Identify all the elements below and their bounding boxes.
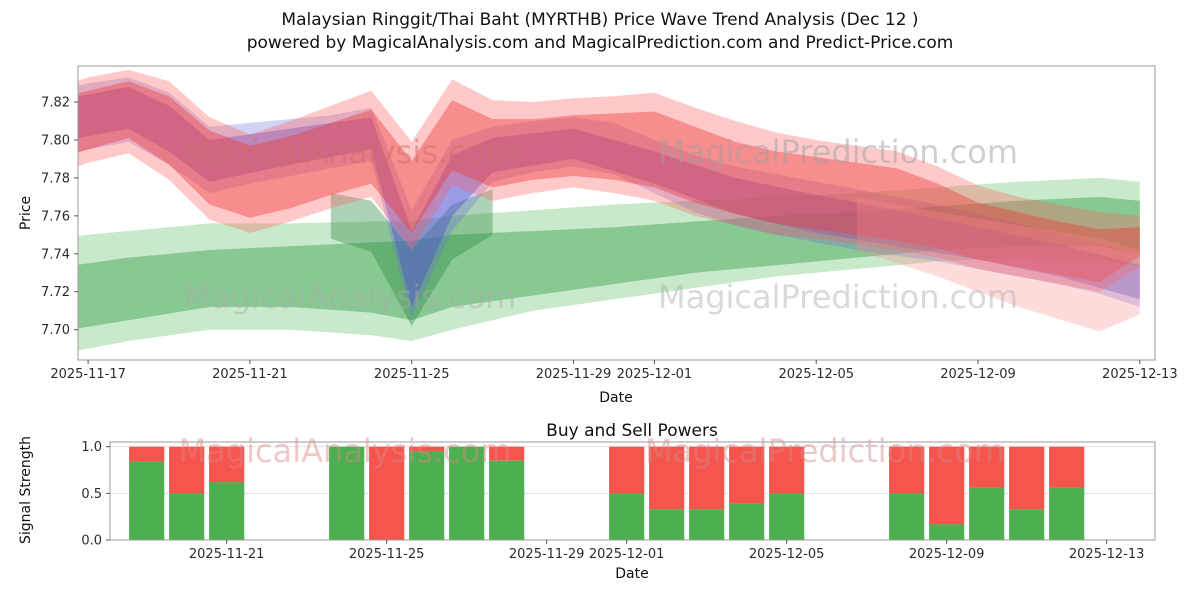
buy-bar: [769, 493, 805, 540]
x-tick-label: 2025-11-25: [374, 367, 450, 382]
price-wave-chart: 2025-11-17 2025-11-21 2025-11-25 2025-11-29…: [41, 65, 1178, 382]
y-tick-label: 7.80: [41, 133, 70, 148]
plot-frame: [109, 441, 1156, 541]
buy-bar: [689, 509, 725, 540]
buy-bar: [449, 446, 485, 540]
sell-bar: [689, 446, 725, 510]
band-green-core: [78, 196, 1140, 329]
y-tick-label: 0.0: [81, 534, 102, 549]
y-tick-label: 7.70: [41, 323, 70, 338]
sell-bar: [889, 446, 925, 494]
x-tick-label: 2025-12-05: [778, 367, 854, 382]
x-tick-label: 2025-11-17: [50, 367, 126, 382]
band-green-outer: [78, 177, 1140, 351]
band-red-core: [78, 81, 1140, 283]
buy-bar: [649, 509, 685, 540]
buy-bar: [409, 451, 445, 540]
y-tick-label: 7.76: [41, 209, 70, 224]
buy-bar: [489, 460, 525, 540]
sell-bar: [969, 446, 1005, 488]
sell-bar: [649, 446, 685, 510]
sell-bar: [609, 446, 645, 494]
buy-bar: [729, 503, 765, 540]
power-chart-title: Buy and Sell Powers: [546, 421, 718, 441]
y-tick-label: 7.72: [41, 285, 70, 300]
y-tick-label: 1.0: [81, 440, 102, 455]
sell-bar: [929, 446, 965, 525]
band-green-dip: [330, 189, 493, 326]
band-red-tail: [856, 196, 1140, 332]
buy-bar: [969, 487, 1005, 540]
y-tick-label: 7.74: [41, 247, 70, 262]
price-bands: [78, 69, 1140, 351]
x-tick-label: 2025-12-01: [589, 547, 665, 562]
x-tick-label: 2025-12-01: [617, 367, 693, 382]
band-blue-core: [78, 86, 1140, 307]
y-tick-label: 0.5: [81, 487, 102, 502]
buy-bar: [169, 493, 205, 540]
x-tick-label: 2025-11-21: [212, 367, 288, 382]
buy-bar: [1049, 487, 1085, 540]
y-tick-label: 7.82: [41, 96, 70, 111]
sell-bar: [1049, 446, 1085, 488]
x-tick-label: 2025-12-09: [940, 367, 1016, 382]
sell-bar: [489, 446, 525, 461]
sell-bar: [129, 446, 165, 462]
x-tick-label: 2025-11-29: [509, 547, 585, 562]
buy-bar: [609, 493, 645, 540]
band-red-outer: [78, 69, 1140, 292]
buy-bar: [329, 446, 365, 540]
buy-bar: [929, 524, 965, 540]
x-tick-label: 2025-12-13: [1102, 367, 1178, 382]
sell-bar: [369, 446, 405, 540]
sell-bar: [769, 446, 805, 494]
x-tick-label: 2025-11-29: [536, 367, 612, 382]
buy-bar: [1009, 509, 1045, 540]
sell-bar: [169, 446, 205, 494]
price-x-axis-label: Date: [599, 390, 633, 406]
y-tick-label: 7.78: [41, 171, 70, 186]
sell-bar: [209, 446, 245, 483]
buy-sell-power-chart: 2025-11-21 2025-11-25 2025-11-29 2025-12-01…: [81, 440, 1156, 562]
chart-subtitle: powered by MagicalAnalysis.com and Magic…: [246, 33, 954, 53]
buy-bar: [889, 493, 925, 540]
x-tick-label: 2025-11-21: [189, 547, 265, 562]
x-tick-label: 2025-12-09: [909, 547, 985, 562]
sell-bar: [409, 446, 445, 452]
x-tick-label: 2025-11-25: [349, 547, 425, 562]
band-blue-outer: [78, 77, 1140, 319]
chart-title: Malaysian Ringgit/Thai Baht (MYRTHB) Pri…: [281, 10, 919, 30]
sell-bar: [729, 446, 765, 504]
chart-title-block: Malaysian Ringgit/Thai Baht (MYRTHB) Pri…: [0, 9, 1200, 55]
sell-bar: [1009, 446, 1045, 510]
power-x-axis-label: Date: [615, 566, 649, 582]
plot-frame: [77, 65, 1156, 361]
buy-bar: [129, 461, 165, 540]
x-tick-label: 2025-12-05: [749, 547, 825, 562]
x-tick-label: 2025-12-13: [1069, 547, 1145, 562]
buy-bar: [209, 482, 245, 540]
